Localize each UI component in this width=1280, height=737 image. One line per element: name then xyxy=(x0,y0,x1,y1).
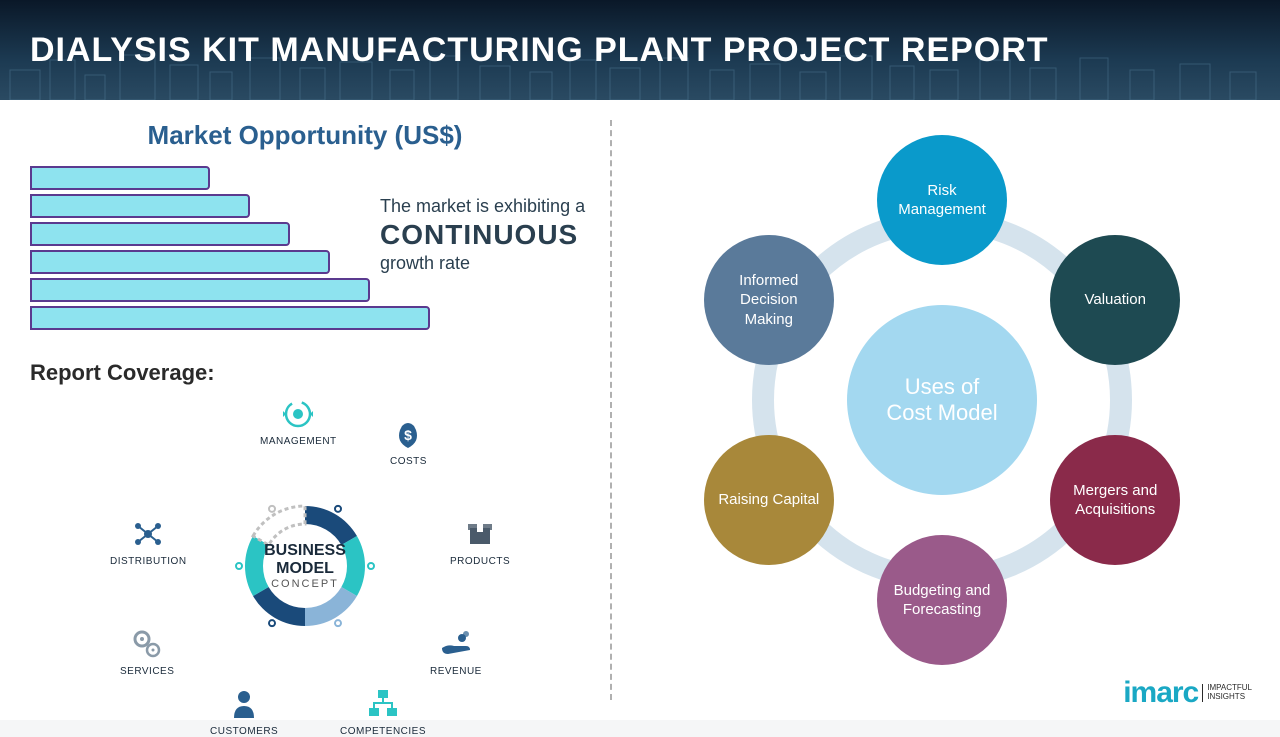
growth-line-2: growth rate xyxy=(380,253,610,274)
growth-emphasis: CONTINUOUS xyxy=(380,219,610,251)
org-chart-icon xyxy=(365,686,401,722)
cost-model-node: Informed Decision Making xyxy=(704,235,834,365)
box-icon xyxy=(462,516,498,552)
growth-line-1: The market is exhibiting a xyxy=(380,196,610,217)
bm-item-label: PRODUCTS xyxy=(450,556,510,567)
business-model-item: $ COSTS xyxy=(390,416,427,467)
logo-text: imarc xyxy=(1123,676,1198,710)
business-model-item: MANAGEMENT xyxy=(260,396,337,447)
chart-bar xyxy=(30,306,430,330)
business-model-item: CUSTOMERS xyxy=(210,686,278,737)
market-bar-chart: The market is exhibiting a CONTINUOUS gr… xyxy=(30,166,580,330)
bm-item-label: CUSTOMERS xyxy=(210,726,278,737)
bm-item-label: COMPETENCIES xyxy=(340,726,426,737)
money-bag-icon: $ xyxy=(390,416,426,452)
bm-item-label: REVENUE xyxy=(430,666,482,677)
cost-model-node: Raising Capital xyxy=(704,435,834,565)
network-icon xyxy=(130,516,166,552)
cost-model-node: Mergers and Acquisitions xyxy=(1050,435,1180,565)
content-area: Market Opportunity (US$) The market is e… xyxy=(0,100,1280,720)
business-model-item: DISTRIBUTION xyxy=(110,516,187,567)
cost-center-line-2: Cost Model xyxy=(886,400,997,426)
bm-item-label: COSTS xyxy=(390,456,427,467)
page-title: DIALYSIS KIT MANUFACTURING PLANT PROJECT… xyxy=(30,31,1049,70)
cost-center-line-1: Uses of xyxy=(905,374,980,400)
bm-item-label: DISTRIBUTION xyxy=(110,556,187,567)
header-banner: DIALYSIS KIT MANUFACTURING PLANT PROJECT… xyxy=(0,0,1280,100)
cost-model-node: Valuation xyxy=(1050,235,1180,365)
business-model-item: REVENUE xyxy=(430,626,482,677)
bm-item-label: SERVICES xyxy=(120,666,174,677)
bulb-cycle-icon xyxy=(280,396,316,432)
person-icon xyxy=(226,686,262,722)
business-model-item: PRODUCTS xyxy=(450,516,510,567)
business-model-item: COMPETENCIES xyxy=(340,686,426,737)
left-panel: Market Opportunity (US$) The market is e… xyxy=(0,100,610,720)
gears-icon xyxy=(129,626,165,662)
hand-coins-icon xyxy=(438,626,474,662)
growth-text-block: The market is exhibiting a CONTINUOUS gr… xyxy=(380,196,610,274)
bm-center-text-2: MODEL xyxy=(276,560,334,578)
business-model-center: BUSINESS MODEL CONCEPT xyxy=(235,496,375,636)
svg-text:$: $ xyxy=(405,427,413,443)
cost-model-center: Uses of Cost Model xyxy=(847,305,1037,495)
bm-center-text-3: CONCEPT xyxy=(271,578,339,590)
report-coverage-title: Report Coverage: xyxy=(30,360,580,386)
chart-bar xyxy=(30,222,290,246)
market-chart-title: Market Opportunity (US$) xyxy=(30,120,580,151)
right-panel: Uses of Cost Model Risk Management Valuat… xyxy=(612,100,1272,720)
business-model-diagram: BUSINESS MODEL CONCEPT MANAGEMENT $ COSTS P… xyxy=(30,396,580,736)
chart-bar xyxy=(30,194,250,218)
cost-model-diagram: Uses of Cost Model Risk Management Valuat… xyxy=(662,120,1222,680)
chart-bar xyxy=(30,278,370,302)
cost-model-node: Risk Management xyxy=(877,135,1007,265)
cost-model-node: Budgeting and Forecasting xyxy=(877,535,1007,665)
brand-logo: imarc IMPACTFUL INSIGHTS xyxy=(1123,676,1252,710)
business-model-item: SERVICES xyxy=(120,626,174,677)
bm-item-label: MANAGEMENT xyxy=(260,436,337,447)
logo-tagline: IMPACTFUL INSIGHTS xyxy=(1202,684,1252,702)
bm-center-text-1: BUSINESS xyxy=(264,542,346,560)
chart-bar xyxy=(30,166,210,190)
chart-bar xyxy=(30,250,330,274)
